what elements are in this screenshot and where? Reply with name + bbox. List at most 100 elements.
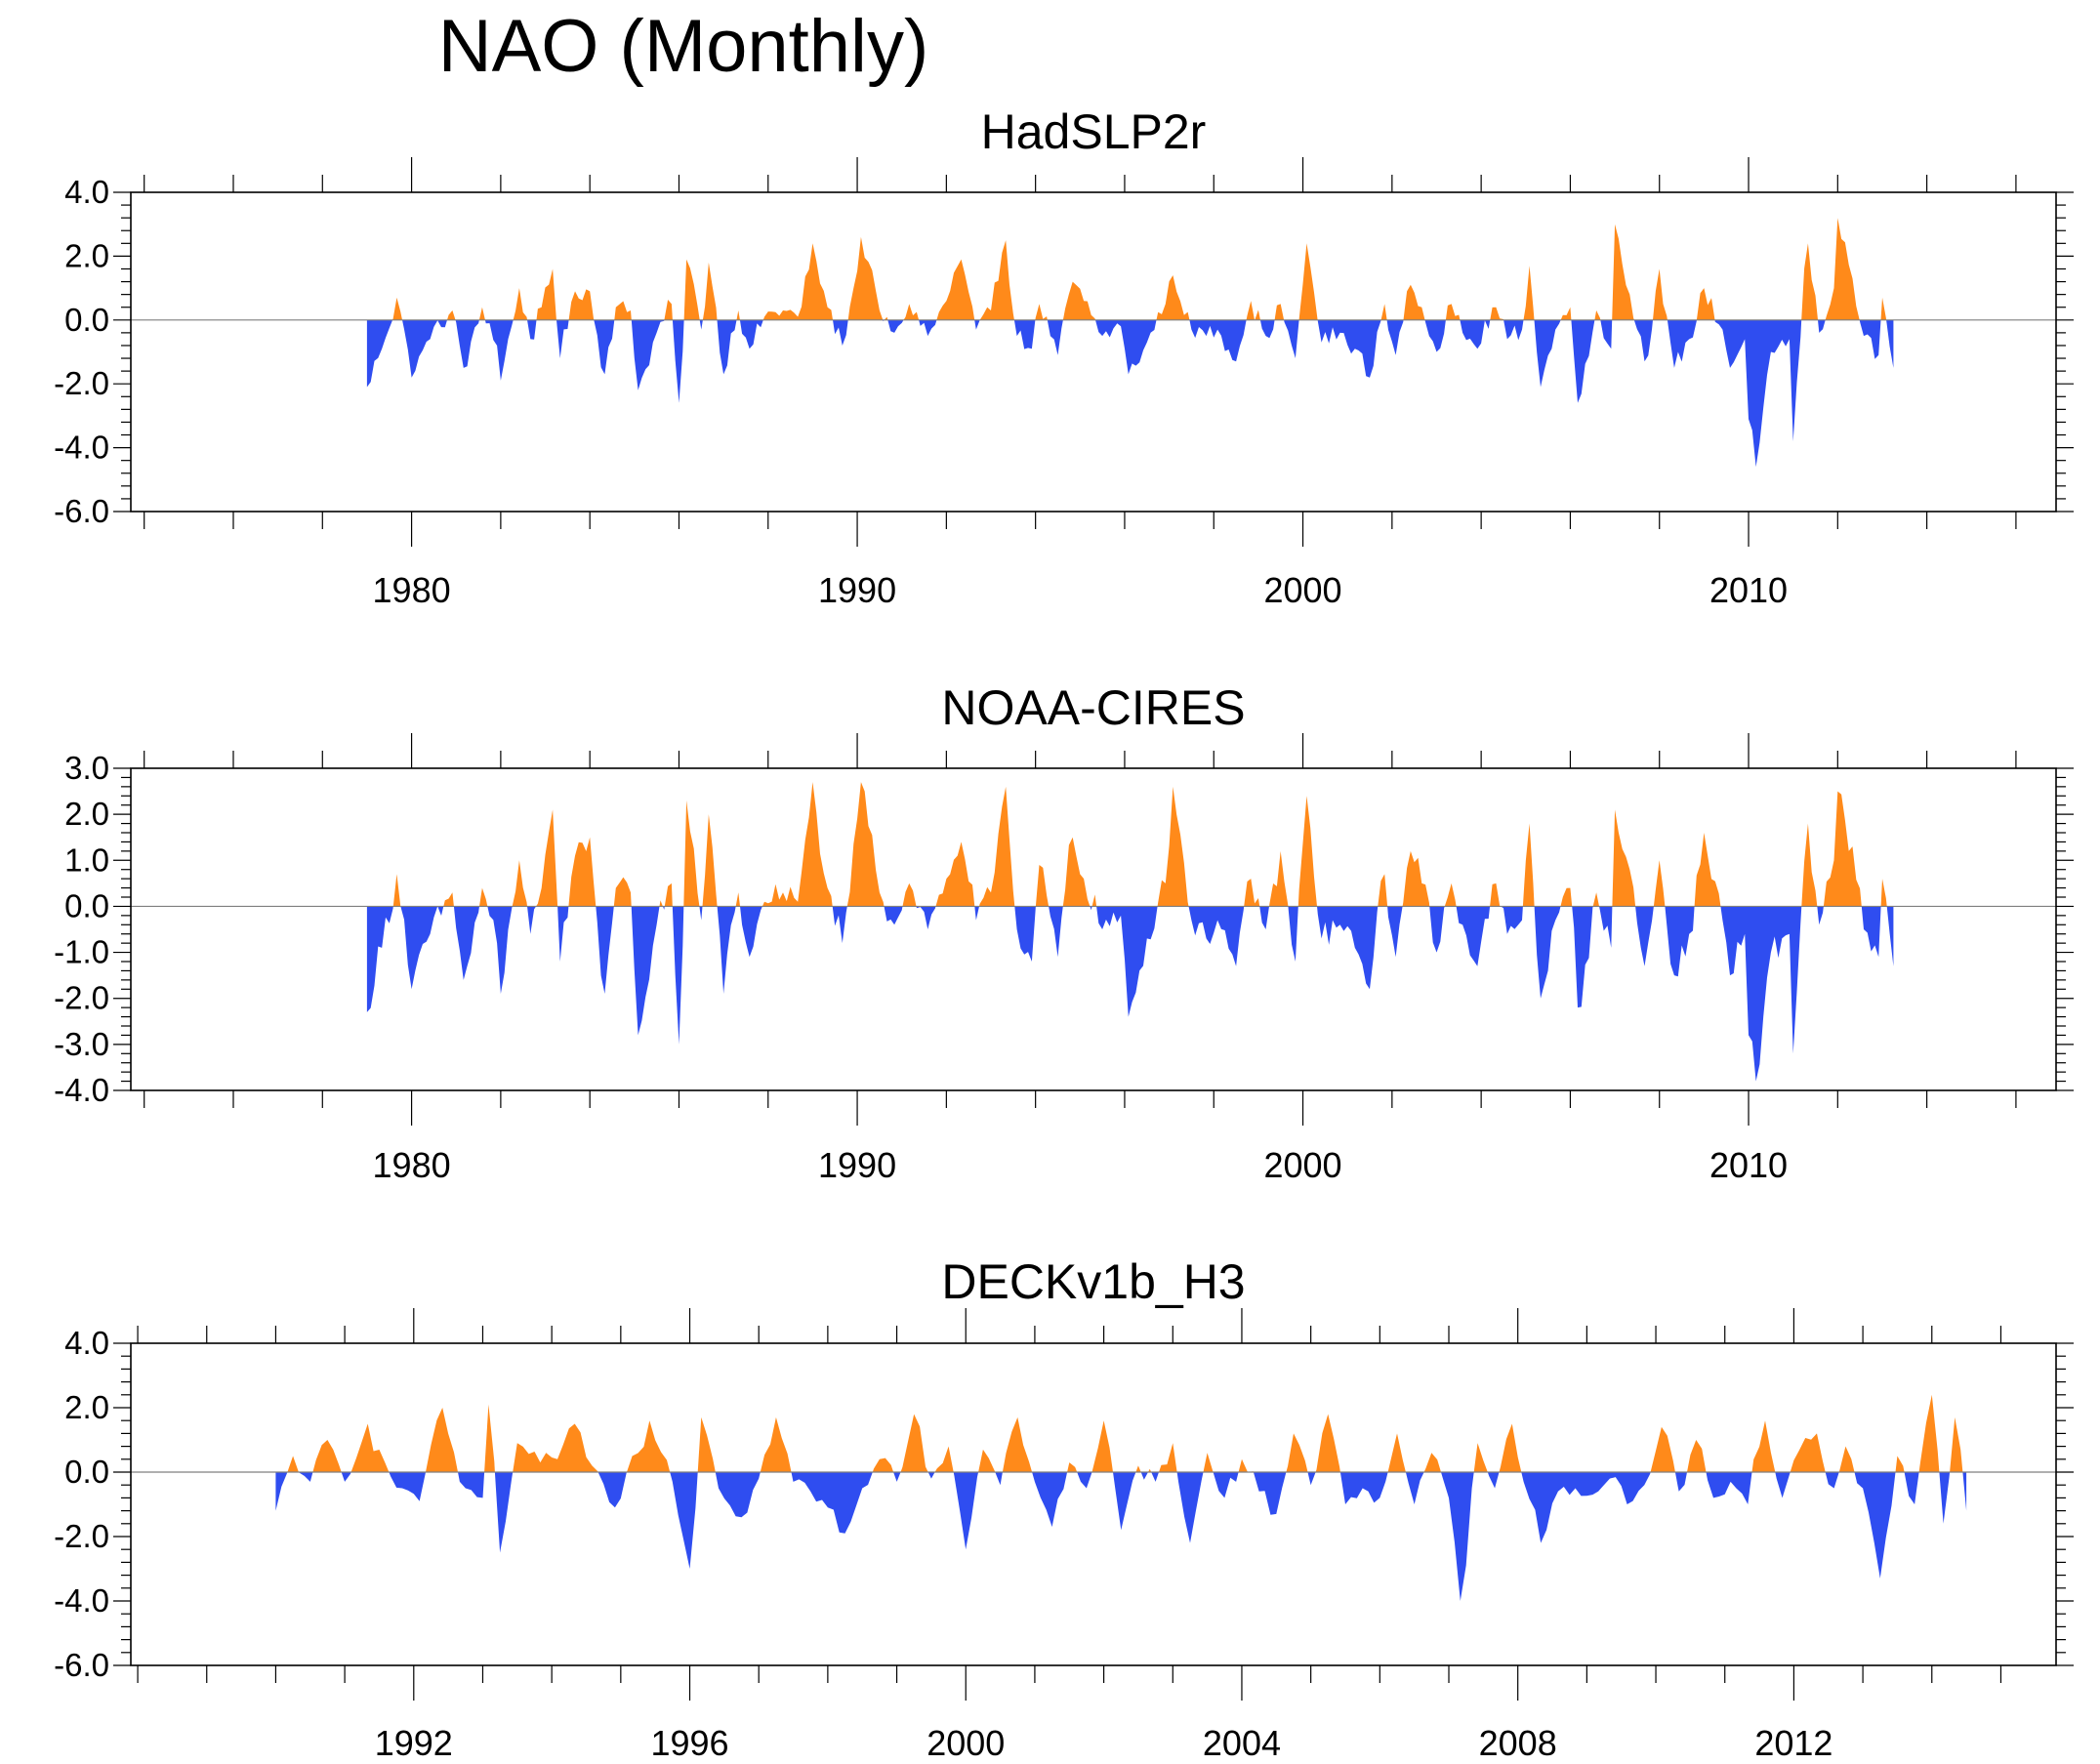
positive-area bbox=[1286, 1433, 1308, 1472]
positive-area bbox=[1091, 894, 1097, 907]
positive-area bbox=[1801, 823, 1818, 907]
positive-area bbox=[683, 800, 700, 907]
positive-area bbox=[1594, 310, 1601, 320]
negative-area bbox=[1189, 319, 1247, 362]
positive-area bbox=[902, 882, 917, 907]
negative-area bbox=[1456, 906, 1491, 966]
x-tick-label: 1990 bbox=[818, 1145, 896, 1185]
positive-area bbox=[664, 882, 673, 907]
negative-area bbox=[1503, 319, 1524, 341]
positive-area bbox=[1423, 1453, 1441, 1472]
negative-area bbox=[995, 1472, 1003, 1486]
positive-area bbox=[392, 874, 401, 907]
negative-area bbox=[275, 1472, 288, 1511]
positive-area bbox=[1148, 1468, 1152, 1472]
positive-area bbox=[287, 1456, 299, 1472]
negative-area bbox=[672, 319, 684, 403]
y-tick-label: -6.0 bbox=[54, 1647, 109, 1683]
positive-area bbox=[443, 892, 454, 907]
negative-area bbox=[1600, 319, 1613, 349]
negative-area bbox=[458, 1472, 485, 1498]
negative-area bbox=[1013, 319, 1036, 349]
negative-area bbox=[1213, 1472, 1239, 1498]
positive-area bbox=[760, 1416, 792, 1472]
positive-area bbox=[1269, 850, 1289, 907]
negative-area bbox=[1667, 319, 1697, 368]
positive-area bbox=[1790, 1433, 1826, 1472]
positive-area bbox=[1612, 809, 1636, 907]
y-tick-label: 2.0 bbox=[64, 1389, 109, 1425]
positive-area bbox=[1091, 1420, 1113, 1472]
y-tick-label: -6.0 bbox=[54, 493, 109, 529]
x-tick-label: 1990 bbox=[818, 570, 896, 610]
negative-area bbox=[1441, 1472, 1474, 1601]
negative-area bbox=[1095, 319, 1157, 375]
negative-area bbox=[1307, 1472, 1316, 1486]
positive-area bbox=[847, 236, 884, 320]
positive-area bbox=[1499, 1423, 1522, 1472]
positive-area bbox=[1238, 1458, 1254, 1472]
positive-area bbox=[702, 262, 718, 320]
negative-area bbox=[1572, 906, 1593, 1008]
negative-area bbox=[1113, 1472, 1136, 1531]
y-tick-label: 0.0 bbox=[64, 887, 109, 923]
y-tick-label: 2.0 bbox=[64, 796, 109, 832]
positive-area bbox=[683, 259, 700, 320]
negative-area bbox=[1886, 906, 1894, 966]
positive-area bbox=[1880, 297, 1887, 320]
negative-area bbox=[1720, 906, 1802, 1082]
negative-area bbox=[631, 319, 665, 390]
negative-area bbox=[1904, 1472, 1919, 1504]
negative-area bbox=[556, 319, 569, 358]
positive-area bbox=[735, 892, 740, 907]
negative-area bbox=[1886, 319, 1894, 368]
y-tick-label: 0.0 bbox=[64, 302, 109, 338]
positive-area bbox=[1380, 304, 1387, 320]
negative-area bbox=[1818, 319, 1826, 333]
positive-area bbox=[1650, 1426, 1675, 1472]
negative-area bbox=[1861, 906, 1881, 958]
negative-area bbox=[1259, 319, 1275, 339]
x-tick-label: 2000 bbox=[1263, 570, 1341, 610]
positive-area bbox=[1490, 882, 1501, 907]
negative-area bbox=[919, 319, 937, 337]
y-tick-label: -4.0 bbox=[54, 1582, 109, 1619]
negative-area bbox=[594, 319, 615, 375]
positive-area bbox=[1687, 1440, 1707, 1472]
y-tick-label: 0.0 bbox=[64, 1454, 109, 1490]
negative-area bbox=[887, 319, 904, 333]
positive-area bbox=[447, 310, 456, 320]
negative-area bbox=[389, 1472, 426, 1501]
negative-area bbox=[1706, 1472, 1752, 1504]
negative-area bbox=[1487, 1472, 1500, 1489]
panel-3: DECKv1b_H3 4.0 2.0 0.0 -2.0 -4.0 -6.0 1992 1996 2… bbox=[54, 1254, 2074, 1763]
positive-area bbox=[1035, 865, 1050, 907]
negative-area bbox=[341, 1472, 351, 1482]
negative-area bbox=[1521, 1472, 1651, 1543]
x-tick-label: 1996 bbox=[650, 1723, 728, 1763]
x-tick-label: 2010 bbox=[1709, 570, 1788, 610]
x-tick-label: 2000 bbox=[1263, 1145, 1341, 1185]
y-tick-label: -2.0 bbox=[54, 1518, 109, 1554]
positive-area bbox=[512, 860, 527, 907]
negative-area bbox=[1090, 906, 1092, 911]
negative-area bbox=[1599, 906, 1613, 948]
positive-area bbox=[1035, 304, 1048, 320]
negative-area bbox=[662, 906, 665, 910]
negative-area bbox=[1817, 906, 1824, 925]
negative-area bbox=[527, 906, 537, 934]
positive-area bbox=[978, 1449, 996, 1472]
positive-area bbox=[1560, 887, 1573, 907]
plot-frame bbox=[130, 1342, 2057, 1666]
negative-area bbox=[1049, 906, 1063, 958]
negative-area bbox=[1188, 906, 1245, 966]
negative-area bbox=[833, 319, 848, 346]
positive-area bbox=[664, 300, 673, 320]
positive-area bbox=[762, 782, 833, 907]
negative-area bbox=[1386, 319, 1404, 355]
negative-area bbox=[366, 906, 393, 1012]
x-tick-label: 2004 bbox=[1203, 1723, 1281, 1763]
negative-area bbox=[366, 319, 393, 388]
positive-area bbox=[903, 304, 920, 320]
